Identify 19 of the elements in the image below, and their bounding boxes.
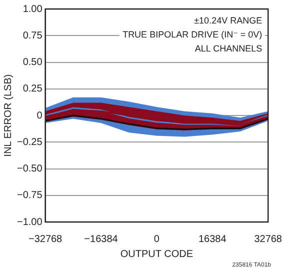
- x-tick-label: 16384: [198, 234, 227, 245]
- y-tick-label: −1.00: [16, 216, 43, 228]
- y-tick-label: 0.50: [22, 57, 43, 68]
- y-tick-label: −0.50: [16, 164, 43, 174]
- y-tick-label: 1.00: [22, 4, 43, 15]
- x-axis-title: OUTPUT CODE: [120, 248, 194, 260]
- y-tick-label: −0.25: [16, 136, 43, 148]
- y-axis-title: INL ERROR (LSB): [2, 74, 14, 157]
- annotation: TRUE BIPOLAR DRIVE (IN⁻ = 0V): [122, 29, 262, 40]
- y-tick-label: 0: [36, 110, 43, 122]
- x-tick-label: −16384: [84, 234, 118, 245]
- annotation: ALL CHANNELS: [194, 43, 262, 54]
- y-tick-label: 0.75: [22, 30, 43, 42]
- y-tick-label: −0.75: [16, 190, 43, 202]
- y-tick-label: 0.25: [22, 84, 43, 95]
- x-tick-label: 0: [154, 234, 160, 245]
- x-tick-label: 32768: [254, 234, 282, 245]
- x-tick-label: −32768: [28, 234, 63, 245]
- annotation: ±10.24V RANGE: [194, 15, 262, 26]
